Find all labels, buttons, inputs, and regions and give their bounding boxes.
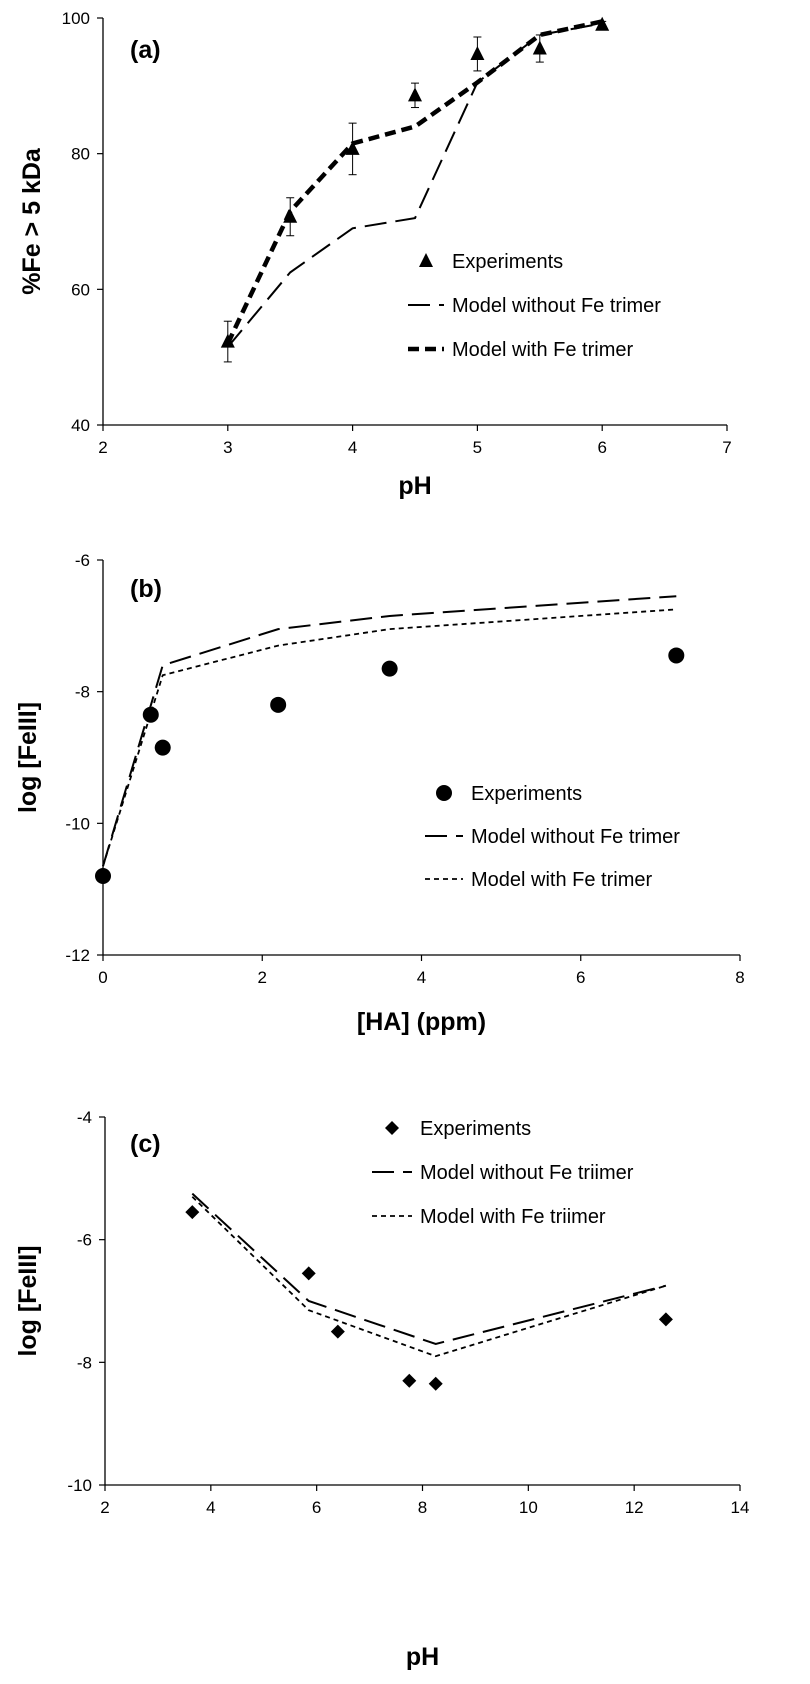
chart-panel-3: 2 4 6 8 10 12 14 -10 -8 -6 -4 pH log [FeIII] (c) Exper… [14, 1108, 749, 1671]
y-axis-label: %Fe > 5 kDa [18, 147, 46, 295]
data-point [154, 739, 171, 756]
data-point [470, 45, 485, 60]
y-tick-label: -10 [67, 1476, 92, 1495]
data-point [668, 647, 685, 664]
x-tick-label: 10 [519, 1498, 538, 1517]
data-point [345, 140, 360, 155]
y-tick-label: -4 [77, 1108, 92, 1127]
x-tick-label: 4 [206, 1498, 215, 1517]
series-line [227, 22, 603, 348]
x-tick-label: 12 [625, 1498, 644, 1517]
x-axis-label: pH [406, 1643, 439, 1671]
legend-entry-label: Experiments [452, 251, 563, 273]
legend-entry-label: Experiments [471, 783, 582, 805]
y-tick-label: -10 [65, 814, 90, 833]
x-tick-label: 8 [735, 968, 744, 987]
data-point [658, 1312, 673, 1327]
x-tick-label: 3 [223, 438, 232, 457]
series-line [191, 1192, 667, 1345]
y-axis-label: log [FeIII] [14, 702, 42, 813]
x-tick-label: 2 [98, 438, 107, 457]
legend-entry-label: Model with Fe triimer [420, 1206, 606, 1228]
series-line [102, 608, 677, 867]
series-line [191, 1196, 667, 1358]
legend-entry-label: Experiments [420, 1118, 531, 1140]
legend-entry-label: Model without Fe triimer [420, 1162, 634, 1184]
panel-label: (b) [130, 575, 162, 603]
x-tick-label: 2 [258, 968, 267, 987]
x-tick-label: 4 [417, 968, 426, 987]
chart-panel-1: 2 3 4 5 6 7 40 60 80 100 pH %Fe > 5 kDa (a) Experimen… [18, 9, 732, 500]
data-point [301, 1266, 316, 1281]
x-tick-label: 0 [98, 968, 107, 987]
legend-entry-label: Model with Fe trimer [471, 869, 652, 891]
legend-marker-swatch [385, 1121, 399, 1135]
data-point [142, 706, 159, 723]
x-tick-label: 4 [348, 438, 357, 457]
x-tick-label: 5 [473, 438, 482, 457]
data-point [330, 1324, 345, 1339]
y-tick-label: -12 [65, 946, 90, 965]
legend: Experiments Model without Fe trimer Model … [425, 783, 680, 891]
data-point [428, 1376, 443, 1391]
y-tick-label: -6 [75, 551, 90, 570]
legend: Experiments Model without Fe triimer Model… [372, 1118, 634, 1228]
panel-label: (a) [130, 36, 161, 64]
data-point [185, 1205, 200, 1220]
x-tick-label: 6 [576, 968, 585, 987]
legend-entry-label: Model without Fe trimer [471, 826, 680, 848]
data-point [532, 40, 547, 55]
y-tick-label: -6 [77, 1231, 92, 1250]
data-point [408, 87, 422, 102]
y-tick-label: 100 [62, 9, 90, 28]
panel-label: (c) [130, 1130, 161, 1158]
data-point [381, 660, 398, 677]
data-point [270, 696, 287, 713]
chart-panel-2: 0 2 4 6 8 -12 -10 -8 -6 [HA] (ppm) log [FeIII] (b) E… [14, 551, 745, 1036]
legend-marker-swatch [436, 785, 452, 801]
series-line [102, 595, 677, 867]
y-tick-label: 80 [71, 145, 90, 164]
x-tick-label: 8 [418, 1498, 427, 1517]
data-point [95, 868, 111, 884]
x-tick-label: 2 [100, 1498, 109, 1517]
x-tick-label: 6 [312, 1498, 321, 1517]
y-tick-label: -8 [75, 683, 90, 702]
y-tick-label: 40 [71, 416, 90, 435]
legend-entry-label: Model with Fe trimer [452, 339, 633, 361]
y-tick-label: 60 [71, 280, 90, 299]
y-axis-label: log [FeIII] [14, 1245, 42, 1356]
data-point [402, 1373, 417, 1388]
x-tick-label: 6 [597, 438, 606, 457]
series-line [225, 19, 603, 345]
x-axis-label: [HA] (ppm) [357, 1008, 486, 1036]
legend: Experiments Model without Fe trimer Model … [408, 251, 661, 361]
legend-marker-swatch [419, 253, 433, 267]
x-tick-label: 7 [722, 438, 731, 457]
x-tick-label: 14 [731, 1498, 750, 1517]
y-tick-label: -8 [77, 1353, 92, 1372]
legend-entry-label: Model without Fe trimer [452, 295, 661, 317]
x-axis-label: pH [398, 472, 431, 500]
